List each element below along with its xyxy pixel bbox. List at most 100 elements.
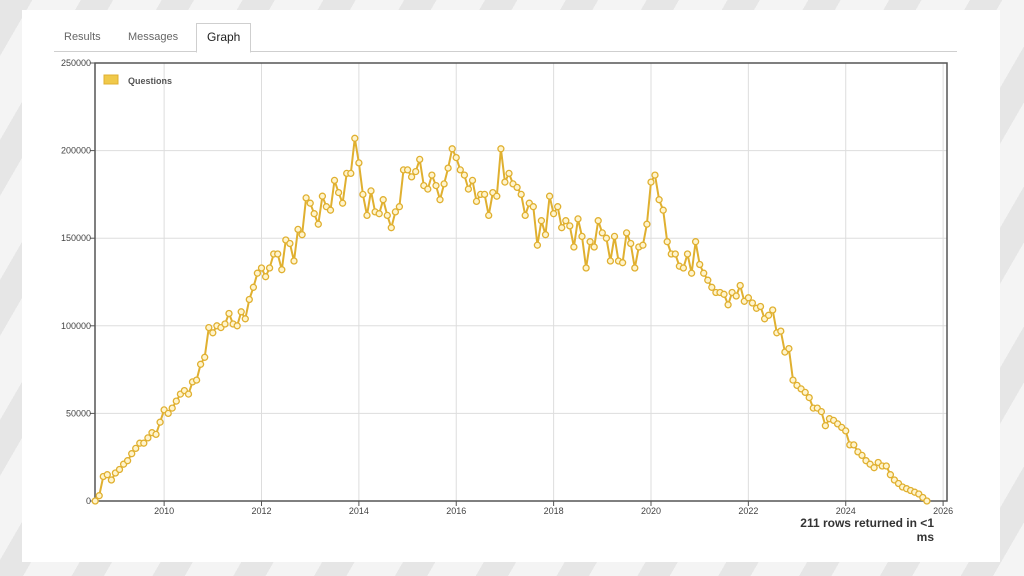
data-point [424, 185, 432, 193]
data-point [578, 232, 586, 241]
data-point [379, 196, 387, 204]
data-point [618, 259, 627, 267]
data-point [655, 196, 663, 204]
data-point [265, 264, 274, 272]
data-point [201, 353, 209, 361]
data-point [610, 232, 619, 241]
data-point [679, 264, 688, 272]
data-point [574, 215, 582, 223]
data-point [643, 220, 651, 228]
data-point [789, 376, 797, 384]
data-point [801, 388, 809, 397]
data-point [233, 322, 241, 330]
data-point [123, 457, 132, 465]
data-point [691, 238, 700, 246]
data-point [306, 199, 314, 207]
data-point [318, 192, 327, 200]
data-point [144, 434, 152, 442]
y-tick-label: 0 [86, 496, 91, 506]
data-point [241, 315, 249, 323]
x-tick-label: 2024 [836, 506, 856, 516]
data-point [225, 309, 233, 318]
data-point [493, 192, 501, 200]
data-point [647, 178, 655, 186]
data-point [359, 190, 367, 199]
x-tick-label: 2012 [251, 506, 271, 516]
data-point [184, 390, 193, 398]
data-point [631, 264, 639, 272]
data-point [663, 238, 671, 246]
data-point [517, 190, 525, 199]
data-point [314, 220, 322, 228]
data-point [310, 210, 318, 218]
data-point [192, 376, 201, 384]
x-tick-label: 2016 [446, 506, 466, 516]
y-tick-label: 150000 [61, 233, 91, 243]
data-point [278, 266, 286, 274]
data-point [777, 327, 785, 335]
data-point [363, 211, 371, 220]
data-point [817, 407, 826, 416]
data-point [290, 257, 298, 265]
data-point [367, 187, 375, 195]
tab-messages[interactable]: Messages [128, 31, 179, 43]
data-point [785, 344, 793, 353]
data-point [923, 497, 931, 505]
data-point [302, 194, 310, 202]
data-point [403, 166, 412, 174]
data-point [152, 430, 160, 439]
y-tick-label: 100000 [61, 321, 91, 331]
data-point [107, 476, 116, 484]
data-point [245, 295, 253, 304]
y-tick-label: 50000 [66, 408, 91, 418]
data-point [659, 206, 667, 214]
data-point [257, 264, 266, 272]
data-point [387, 224, 395, 232]
data-point [732, 292, 740, 300]
data-point [95, 492, 103, 500]
x-tick-label: 2010 [154, 506, 174, 516]
data-point [407, 173, 416, 181]
data-point [683, 250, 692, 258]
data-point [554, 203, 562, 211]
plot-frame [94, 62, 948, 502]
data-point [821, 422, 830, 430]
data-point [375, 210, 383, 218]
data-point [209, 329, 217, 337]
data-point [485, 211, 493, 220]
tab-graph[interactable]: Graph [196, 23, 252, 53]
data-point [700, 269, 708, 277]
data-point [355, 159, 363, 167]
data-point [428, 171, 436, 179]
data-point [237, 308, 245, 316]
data-point [537, 217, 546, 225]
data-point [586, 238, 594, 246]
data-point [513, 183, 521, 192]
data-point [870, 464, 878, 472]
data-point [521, 211, 529, 220]
data-point [460, 171, 469, 179]
x-tick-label: 2020 [641, 506, 661, 516]
data-point [805, 393, 813, 402]
x-tick-label: 2014 [349, 506, 369, 516]
data-point [505, 169, 513, 178]
data-point [103, 471, 111, 479]
data-point [842, 427, 850, 435]
data-point [696, 260, 704, 269]
data-point [383, 211, 391, 220]
data-point [164, 409, 172, 418]
data-point [334, 188, 343, 197]
data-point [412, 167, 420, 176]
data-point [549, 210, 558, 218]
data-point [594, 217, 602, 225]
tab-results[interactable]: Results [64, 31, 101, 43]
data-point [858, 451, 866, 460]
series-line [94, 137, 928, 502]
data-point [132, 444, 140, 453]
data-point [221, 320, 229, 328]
legend-label: Questions [128, 76, 172, 86]
data-point [205, 323, 213, 332]
data-point [330, 176, 339, 185]
data-point [347, 169, 355, 178]
